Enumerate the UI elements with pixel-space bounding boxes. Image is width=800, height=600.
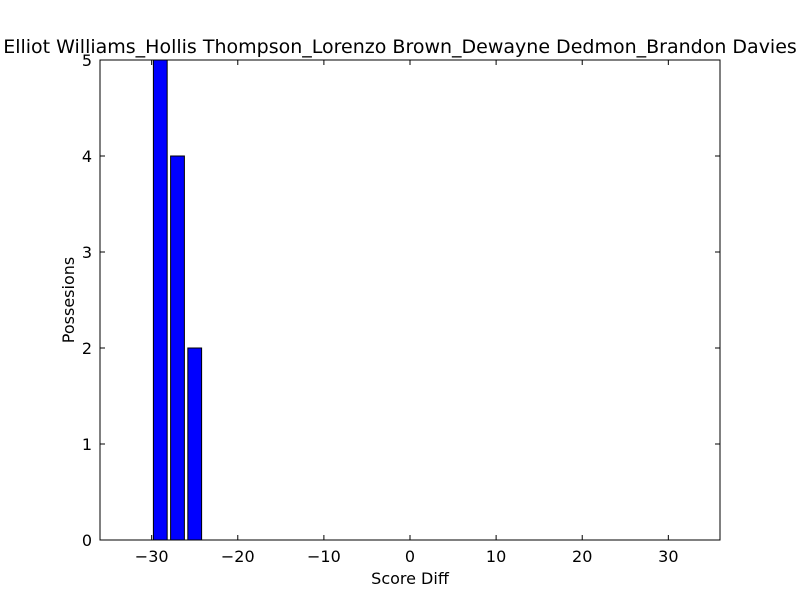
bar <box>187 347 203 541</box>
y-tick-label: 5 <box>82 51 92 70</box>
x-tick-label: 30 <box>658 547 678 566</box>
x-tick-label: −10 <box>307 547 341 566</box>
y-axis-label: Possesions <box>59 257 78 343</box>
x-tick-label: −20 <box>221 547 255 566</box>
y-tick-label: 4 <box>82 147 92 166</box>
x-tick-label: 20 <box>572 547 592 566</box>
x-tick-label: −30 <box>135 547 169 566</box>
chart-title: Elliot Williams_Hollis Thompson_Lorenzo … <box>3 36 797 58</box>
y-tick-label: 0 <box>82 531 92 550</box>
x-tick-label: 10 <box>486 547 506 566</box>
y-tick-label: 1 <box>82 435 92 454</box>
axes-layer: −30 −20 −10 0 10 20 30 0 1 2 3 4 5 <box>82 51 721 566</box>
x-tick-label: 0 <box>405 547 415 566</box>
bar <box>170 155 185 541</box>
y-tick-label: 2 <box>82 339 92 358</box>
x-axis-label: Score Diff <box>371 569 450 588</box>
bar <box>152 59 168 541</box>
y-tick-label: 3 <box>82 243 92 262</box>
bars-layer <box>152 59 203 541</box>
